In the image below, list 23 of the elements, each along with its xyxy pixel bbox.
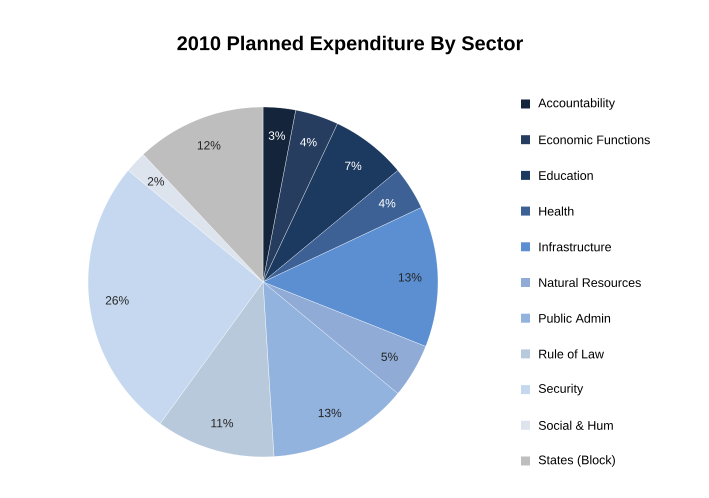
legend-label: Economic Functions xyxy=(539,135,650,144)
legend-label: Social & Hum xyxy=(538,420,613,430)
data-label: 4% xyxy=(378,199,396,208)
legend-label: Education xyxy=(539,170,593,180)
legend-label: Natural Resources xyxy=(539,278,641,288)
legend-label: Public Admin xyxy=(539,314,610,323)
chart-title: 2010 Planned Expenditure By Sector xyxy=(177,36,523,54)
legend-label: Security xyxy=(538,384,584,396)
legend-label: Accountability xyxy=(538,98,616,110)
data-label: 12% xyxy=(198,141,220,150)
data-label: 13% xyxy=(318,408,342,418)
data-label: 26% xyxy=(106,296,129,305)
legend-label: States (Block) xyxy=(538,455,615,467)
data-label: 7% xyxy=(345,162,362,170)
legend-label: Rule of Law xyxy=(539,349,604,358)
data-label: 3% xyxy=(268,131,286,140)
legend-label: Health xyxy=(539,206,574,216)
data-label: 2% xyxy=(148,177,164,186)
data-label: 13% xyxy=(398,273,422,282)
data-label: 5% xyxy=(381,352,398,362)
legend-label: Infrastructure xyxy=(539,242,612,252)
data-label: 11% xyxy=(211,418,234,428)
data-label: 4% xyxy=(300,138,317,146)
